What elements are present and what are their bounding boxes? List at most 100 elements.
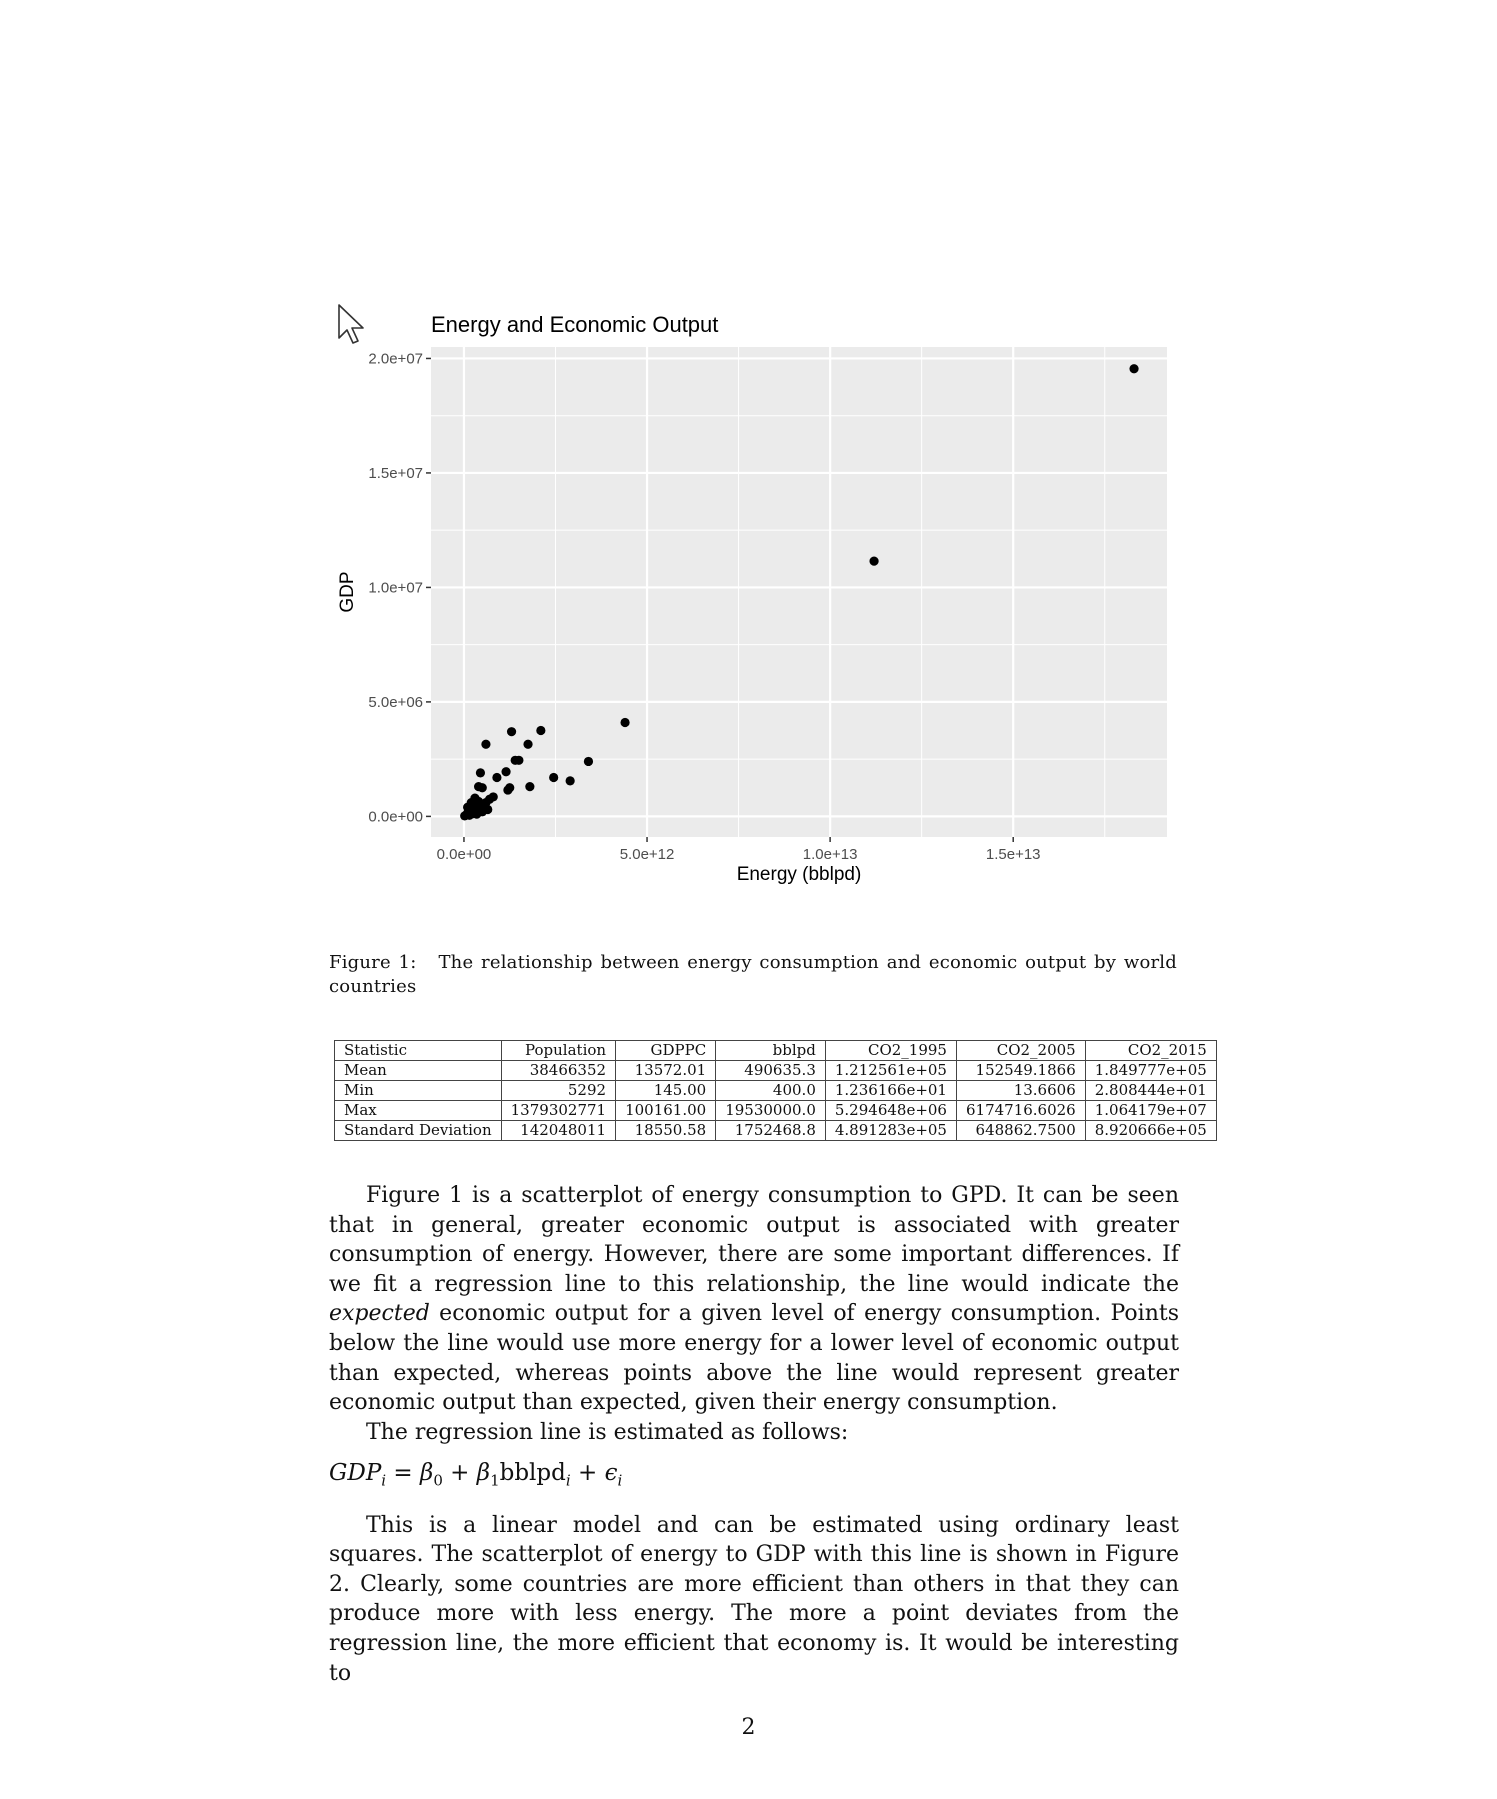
data-point xyxy=(1129,364,1139,374)
equation-subscript: i xyxy=(381,1471,387,1490)
column-header: CO2_2005 xyxy=(955,1040,1086,1061)
x-tick-label: 1.5e+13 xyxy=(986,846,1041,863)
table-cell: Max xyxy=(334,1100,502,1121)
y-axis-label: GDP xyxy=(337,571,358,612)
x-tick-label: 5.0e+12 xyxy=(620,846,675,863)
table-cell: 142048011 xyxy=(500,1120,617,1141)
x-axis: 0.0e+00 5.0e+12 1.0e+13 1.5e+13 xyxy=(437,837,1041,863)
table-cell: 1.064179e+07 xyxy=(1084,1100,1217,1121)
column-header: Statistic xyxy=(334,1040,502,1061)
table-cell: 100161.00 xyxy=(615,1100,717,1121)
paragraph: The regression line is estimated as foll… xyxy=(329,1418,1179,1448)
data-point xyxy=(481,739,491,749)
table-cell: 648862.7500 xyxy=(955,1120,1086,1141)
data-point xyxy=(463,802,473,812)
emphasis-text: expected xyxy=(329,1301,430,1327)
table-cell: 490635.3 xyxy=(715,1060,826,1081)
table-cell: 1379302771 xyxy=(500,1100,617,1121)
summary-statistics-table: Statistic Population GDPPC bblpd CO2_199… xyxy=(334,1040,1217,1141)
table-row: Max 1379302771 100161.00 19530000.0 5.29… xyxy=(334,1100,1217,1121)
table-cell: 6174716.6026 xyxy=(955,1100,1086,1121)
chart-title: Energy and Economic Output xyxy=(431,312,718,337)
column-header: bblpd xyxy=(715,1040,826,1061)
equation-term: ϵ xyxy=(604,1460,618,1487)
table-cell: 1.849777e+05 xyxy=(1084,1060,1217,1081)
y-tick-label: 1.0e+07 xyxy=(368,579,423,596)
table-cell: 13.6606 xyxy=(955,1080,1086,1101)
equation-term: GDP xyxy=(329,1460,382,1487)
x-tick-label: 0.0e+00 xyxy=(437,846,492,863)
table-cell: 4.891283e+05 xyxy=(824,1120,957,1141)
table-cell: Standard Deviation xyxy=(334,1120,502,1141)
data-point xyxy=(474,796,484,807)
data-point xyxy=(464,810,475,820)
data-point xyxy=(525,782,535,792)
equation-term: β xyxy=(420,1460,434,1487)
equation-operator: + xyxy=(570,1460,605,1487)
data-point xyxy=(510,755,520,765)
data-points xyxy=(460,364,1139,821)
major-gridlines xyxy=(431,347,1167,837)
table-cell: 8.920666e+05 xyxy=(1084,1120,1217,1141)
page-number: 2 xyxy=(741,1715,756,1740)
equation-operator: + xyxy=(442,1460,477,1487)
paragraph-text: economic output for a given level of ene… xyxy=(329,1301,1179,1416)
data-point xyxy=(536,725,546,736)
table-header-row: Statistic Population GDPPC bblpd CO2_199… xyxy=(334,1040,1217,1061)
x-tick-label: 1.0e+13 xyxy=(803,846,858,863)
figure-caption-text: The relationship between energy consumpt… xyxy=(329,952,1177,997)
y-tick-label: 5.0e+06 xyxy=(368,694,423,711)
regression-equation: GDPi = β0 + β1bblpdi + ϵi xyxy=(329,1459,1179,1496)
table-cell: 38466352 xyxy=(500,1060,617,1081)
table-cell: 19530000.0 xyxy=(715,1100,826,1121)
table-cell: 1.236166e+01 xyxy=(824,1080,957,1101)
plot-panel xyxy=(431,347,1167,837)
data-point xyxy=(506,727,517,737)
table-cell: 5292 xyxy=(500,1080,617,1101)
figure-caption: Figure 1: The relationship between energy… xyxy=(329,951,1177,999)
paragraph-text: This is a linear model and can be estima… xyxy=(329,1512,1179,1686)
equation-subscript: i xyxy=(617,1471,623,1490)
column-header: CO2_1995 xyxy=(824,1040,957,1061)
body-text: Figure 1 is a scatterplot of energy cons… xyxy=(329,1181,1179,1688)
equation-operator: = xyxy=(386,1460,421,1487)
column-header: GDPPC xyxy=(615,1040,717,1061)
equation-term: bblpd xyxy=(499,1460,566,1487)
paragraph-text: Figure 1 is a scatterplot of energy cons… xyxy=(329,1183,1179,1297)
table-cell: 5.294648e+06 xyxy=(824,1100,957,1121)
table-cell: 2.808444e+01 xyxy=(1084,1080,1217,1101)
table-row: Standard Deviation 142048011 18550.58 17… xyxy=(334,1120,1217,1141)
data-point xyxy=(501,767,511,777)
data-point xyxy=(477,807,487,817)
data-point xyxy=(523,739,533,749)
table-cell: 18550.58 xyxy=(615,1120,717,1141)
column-header: Population xyxy=(500,1040,617,1061)
arrow-cursor-icon xyxy=(338,304,364,344)
table-cell: Mean xyxy=(334,1060,502,1081)
data-point xyxy=(583,756,594,767)
scatter-chart: Energy and Economic Output 0.0e+00 5.0e+0… xyxy=(337,312,1167,885)
table-cell: Min xyxy=(334,1080,502,1101)
y-tick-label: 1.5e+07 xyxy=(368,465,423,482)
paragraph: Figure 1 is a scatterplot of energy cons… xyxy=(329,1181,1179,1418)
minor-gridlines xyxy=(431,347,1167,837)
data-point xyxy=(481,798,491,808)
y-tick-label: 2.0e+07 xyxy=(368,350,423,367)
paragraph-text: The regression line is estimated as foll… xyxy=(366,1419,849,1445)
table-cell: 400.0 xyxy=(715,1080,826,1101)
table-row: Min 5292 145.00 400.0 1.236166e+01 13.66… xyxy=(334,1080,1217,1101)
data-point xyxy=(492,772,502,783)
data-point xyxy=(475,768,486,778)
data-point xyxy=(477,783,487,793)
data-point xyxy=(503,785,513,795)
table-cell: 145.00 xyxy=(615,1080,717,1101)
table-cell: 1752468.8 xyxy=(715,1120,826,1141)
y-tick-label: 0.0e+00 xyxy=(368,808,423,825)
table-cell: 1.212561e+05 xyxy=(824,1060,957,1081)
equation-subscript: i xyxy=(565,1471,571,1490)
data-point xyxy=(869,556,879,566)
equation-subscript: 0 xyxy=(433,1471,443,1490)
equation-term: β xyxy=(476,1460,491,1487)
table-cell: 152549.1866 xyxy=(955,1060,1086,1081)
table-row: Mean 38466352 13572.01 490635.3 1.212561… xyxy=(334,1060,1217,1081)
